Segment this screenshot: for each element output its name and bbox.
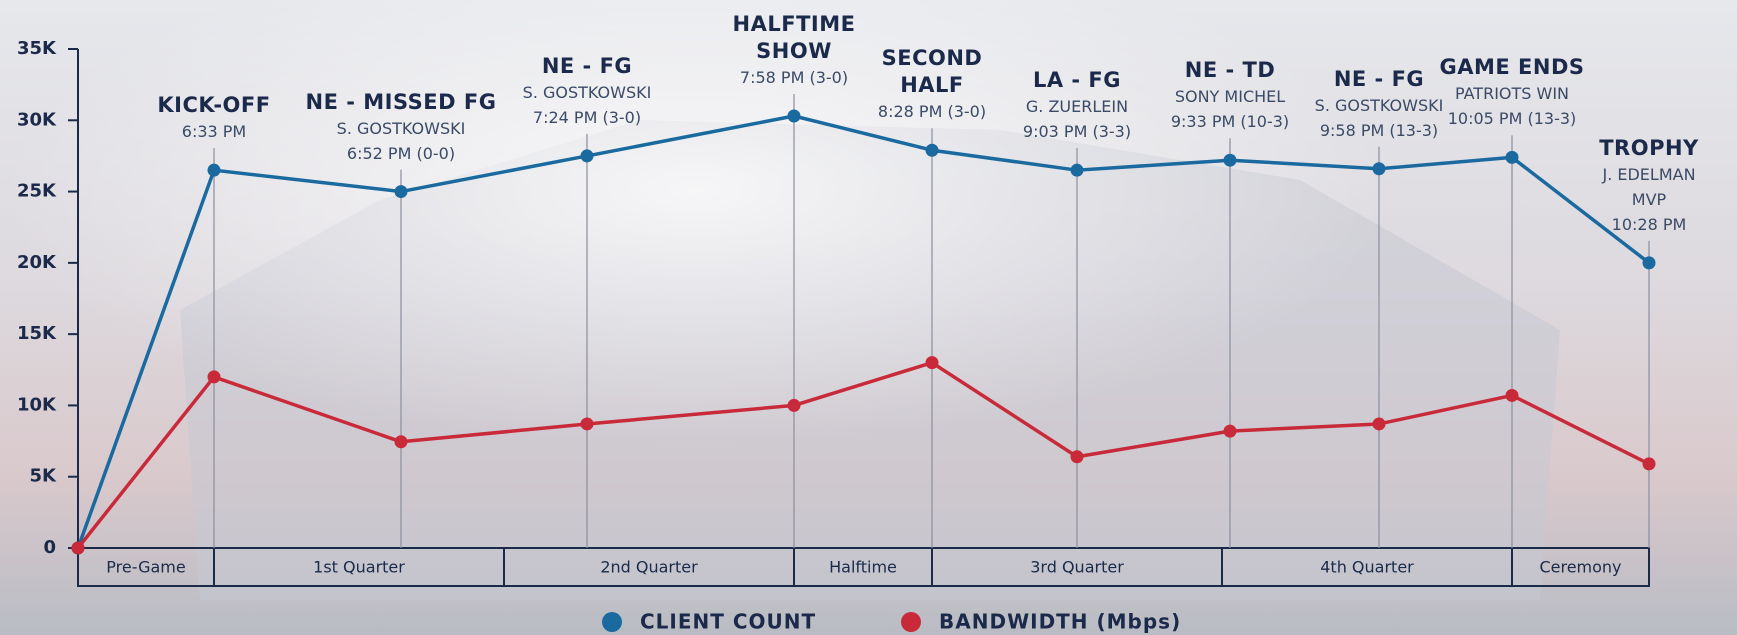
event-annotation: KICK-OFF 6:33 PM	[157, 92, 270, 144]
event-detail: 7:58 PM (3-0)	[739, 68, 849, 88]
data-point	[1505, 388, 1519, 402]
y-tick-label: 5K	[30, 466, 58, 487]
event-annotation: NE - MISSED FG S. GOSTKOWSKI 6:52 PM (0-0)	[306, 89, 497, 166]
event-detail: 9:03 PM (3-3)	[1022, 122, 1132, 142]
event-title: GAME ENDS	[1439, 55, 1585, 80]
data-point	[1070, 163, 1084, 177]
legend-label: BANDWIDTH (Mbps)	[939, 610, 1181, 634]
event-detail: 10:28 PM	[1611, 214, 1687, 234]
event-title: NE - MISSED FG	[305, 89, 497, 114]
event-detail: PATRIOTS WIN	[1454, 84, 1570, 104]
data-point	[1642, 256, 1656, 270]
event-title: HALFTIME SHOW	[732, 12, 856, 64]
data-point	[580, 417, 594, 431]
data-point	[1223, 424, 1237, 438]
event-detail: 7:24 PM (3-0)	[532, 107, 642, 127]
event-detail: 8:28 PM (3-0)	[877, 102, 987, 122]
event-detail: S. GOSTKOWSKI	[336, 118, 466, 138]
event-annotation: GAME ENDS PATRIOTS WIN 10:05 PM (13-3)	[1439, 54, 1584, 131]
data-point	[925, 143, 939, 157]
event-detail: 9:33 PM (10-3)	[1170, 112, 1290, 132]
data-point	[1505, 150, 1519, 164]
event-annotation: NE - FG S. GOSTKOWSKI 9:58 PM (13-3)	[1315, 66, 1444, 143]
event-title: NE - FG	[1333, 66, 1425, 91]
y-tick-label: 35K	[17, 38, 57, 59]
period-label: 2nd Quarter	[600, 558, 698, 577]
event-detail: S. GOSTKOWSKI	[522, 82, 652, 102]
data-point	[580, 149, 594, 163]
y-tick-label: 10K	[17, 394, 57, 415]
data-point	[1372, 417, 1386, 431]
data-point	[207, 370, 221, 384]
data-point	[1642, 457, 1656, 471]
legend-label: CLIENT COUNT	[640, 610, 816, 634]
data-point	[394, 185, 408, 199]
data-point	[1372, 162, 1386, 176]
data-point	[1223, 153, 1237, 167]
event-annotation: NE - TD SONY MICHEL 9:33 PM (10-3)	[1171, 57, 1289, 134]
event-detail: S. GOSTKOWSKI	[1314, 95, 1444, 115]
period-label: Ceremony	[1539, 558, 1621, 577]
data-point	[1070, 450, 1084, 464]
period-bar	[77, 547, 1650, 587]
data-point	[787, 398, 801, 412]
period-label: 1st Quarter	[313, 558, 405, 577]
event-detail: G. ZUERLEIN	[1025, 97, 1129, 117]
y-tick-label: 25K	[17, 181, 57, 202]
event-annotation: TROPHY J. EDELMAN MVP 10:28 PM	[1599, 135, 1699, 237]
event-annotation: LA - FG G. ZUERLEIN 9:03 PM (3-3)	[1023, 67, 1131, 144]
event-detail: 6:33 PM	[181, 122, 247, 142]
data-point	[71, 541, 85, 555]
event-title: LA - FG	[1032, 68, 1122, 93]
event-detail: J. EDELMAN MVP	[1602, 164, 1696, 209]
y-tick-label: 15K	[17, 323, 57, 344]
event-title: SECOND HALF	[881, 46, 983, 98]
period-label: 3rd Quarter	[1030, 558, 1124, 577]
y-tick-label: 0	[43, 537, 56, 558]
y-tick-label: 20K	[17, 252, 57, 273]
data-point	[787, 109, 801, 123]
event-annotation: HALFTIME SHOW 7:58 PM (3-0)	[733, 11, 856, 90]
period-label: 4th Quarter	[1320, 558, 1414, 577]
period-label: Halftime	[829, 558, 897, 577]
data-point	[925, 356, 939, 370]
event-detail: SONY MICHEL	[1174, 87, 1286, 107]
event-title: NE - FG	[541, 53, 633, 78]
event-title: NE - TD	[1184, 58, 1276, 83]
data-point	[394, 435, 408, 449]
event-annotation: NE - FG S. GOSTKOWSKI 7:24 PM (3-0)	[523, 53, 652, 130]
event-annotation: SECOND HALF 8:28 PM (3-0)	[878, 45, 986, 124]
period-label: Pre-Game	[106, 558, 185, 577]
event-detail: 6:52 PM (0-0)	[346, 143, 456, 163]
legend-swatch	[602, 612, 622, 632]
legend-swatch	[901, 612, 921, 632]
event-detail: 9:58 PM (13-3)	[1319, 120, 1439, 140]
data-point	[207, 163, 221, 177]
y-tick-label: 30K	[17, 109, 57, 130]
event-title: KICK-OFF	[157, 93, 271, 118]
event-detail: 10:05 PM (13-3)	[1447, 109, 1577, 129]
event-title: TROPHY	[1599, 135, 1699, 160]
